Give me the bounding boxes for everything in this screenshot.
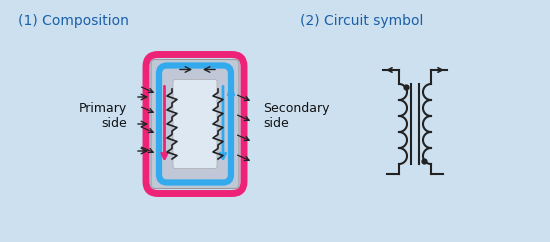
FancyBboxPatch shape	[151, 60, 239, 189]
Text: Secondary
side: Secondary side	[263, 102, 329, 130]
FancyBboxPatch shape	[173, 80, 217, 168]
Text: (2) Circuit symbol: (2) Circuit symbol	[300, 14, 424, 28]
Text: (1) Composition: (1) Composition	[18, 14, 129, 28]
Text: Primary
side: Primary side	[79, 102, 127, 130]
